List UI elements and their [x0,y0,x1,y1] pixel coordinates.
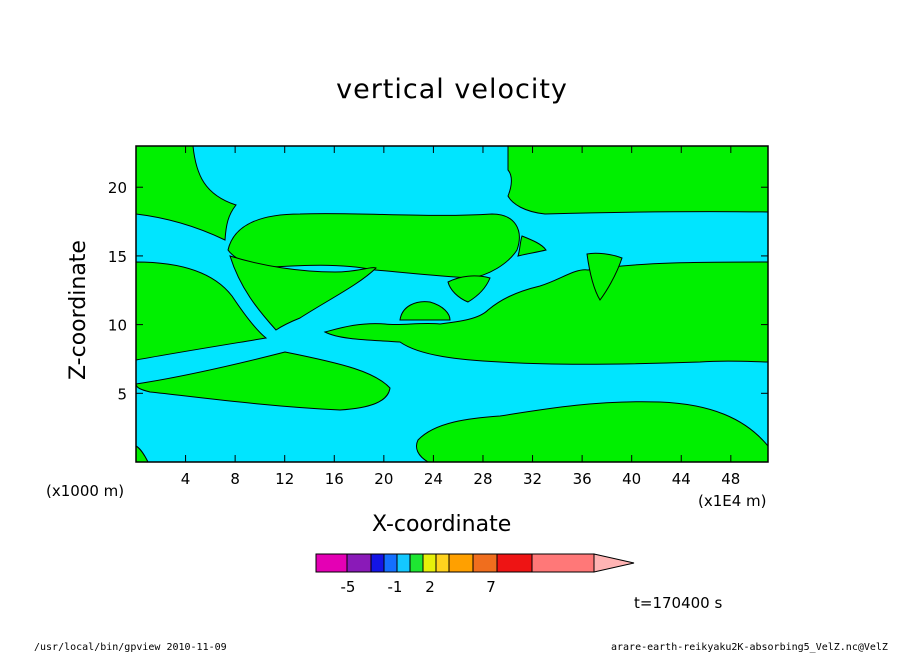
colorbar-labels: -5 -1 2 7 [341,578,496,596]
footer-right: arare-earth-reikyaku2K-absorbing5_VelZ.n… [611,642,888,653]
colorbar-tick-label: -5 [341,578,356,596]
x-unit-right: (x1E4 m) [698,492,767,510]
colorbar-cell [448,553,474,573]
x-tick-label: 32 [523,470,542,488]
colorbar-tick-label: 7 [486,578,496,596]
y-tick-label: 10 [108,317,127,335]
colorbar-cell [370,553,385,573]
region-half-disk [399,301,451,321]
x-tick-label: 16 [325,470,344,488]
region-small-right [517,235,547,257]
y-tick-label: 20 [108,179,127,197]
colorbar-cell [346,553,372,573]
region-top-right [507,145,769,215]
colorbar [315,553,635,573]
region-middle-right [323,261,769,365]
y-tick-label: 15 [108,248,127,266]
colorbar-tick-label: 2 [425,578,435,596]
colorbar-extend-arrow [593,553,635,573]
time-label: t=170400 s [634,594,723,612]
region-upper-middle [227,213,520,279]
colorbar-cell [383,553,398,573]
x-tick-label: 20 [374,470,393,488]
colorbar-tick-label: -1 [388,578,403,596]
y-axis-label: Z-coordinate [66,240,91,380]
colorbar-cell [396,553,411,573]
x-tick-label: 36 [573,470,592,488]
region-bottom-left [135,351,391,411]
y-tick-label: 5 [117,385,127,403]
footer-left: /usr/local/bin/gpview 2010-11-09 [34,642,227,653]
green-regions [135,145,769,463]
x-tick-label: 48 [721,470,740,488]
x-tick-label: 8 [230,470,240,488]
region-top-left [135,145,237,241]
colorbar-cell [531,553,595,573]
x-unit-left: (x1000 m) [46,482,125,500]
colorbar-cell [435,553,450,573]
region-left-middle [135,261,268,361]
region-triangle [229,255,377,331]
region-small-blob [447,275,491,303]
colorbar-cell [496,553,533,573]
colorbar-cell [472,553,498,573]
colorbar-cell [315,553,348,573]
x-tick-label: 12 [275,470,294,488]
x-tick-label: 40 [622,470,641,488]
colorbar-cell [409,553,424,573]
region-inverted-triangle [586,252,623,301]
colorbar-cell [422,553,437,573]
tick-marks [136,146,768,462]
chart-title: vertical velocity [336,74,568,105]
x-axis-label: X-coordinate [372,512,512,537]
x-tick-label: 4 [181,470,191,488]
x-tick-label: 28 [473,470,492,488]
x-tick-label: 44 [672,470,691,488]
plot-frame [135,145,769,463]
x-tick-label: 24 [424,470,443,488]
